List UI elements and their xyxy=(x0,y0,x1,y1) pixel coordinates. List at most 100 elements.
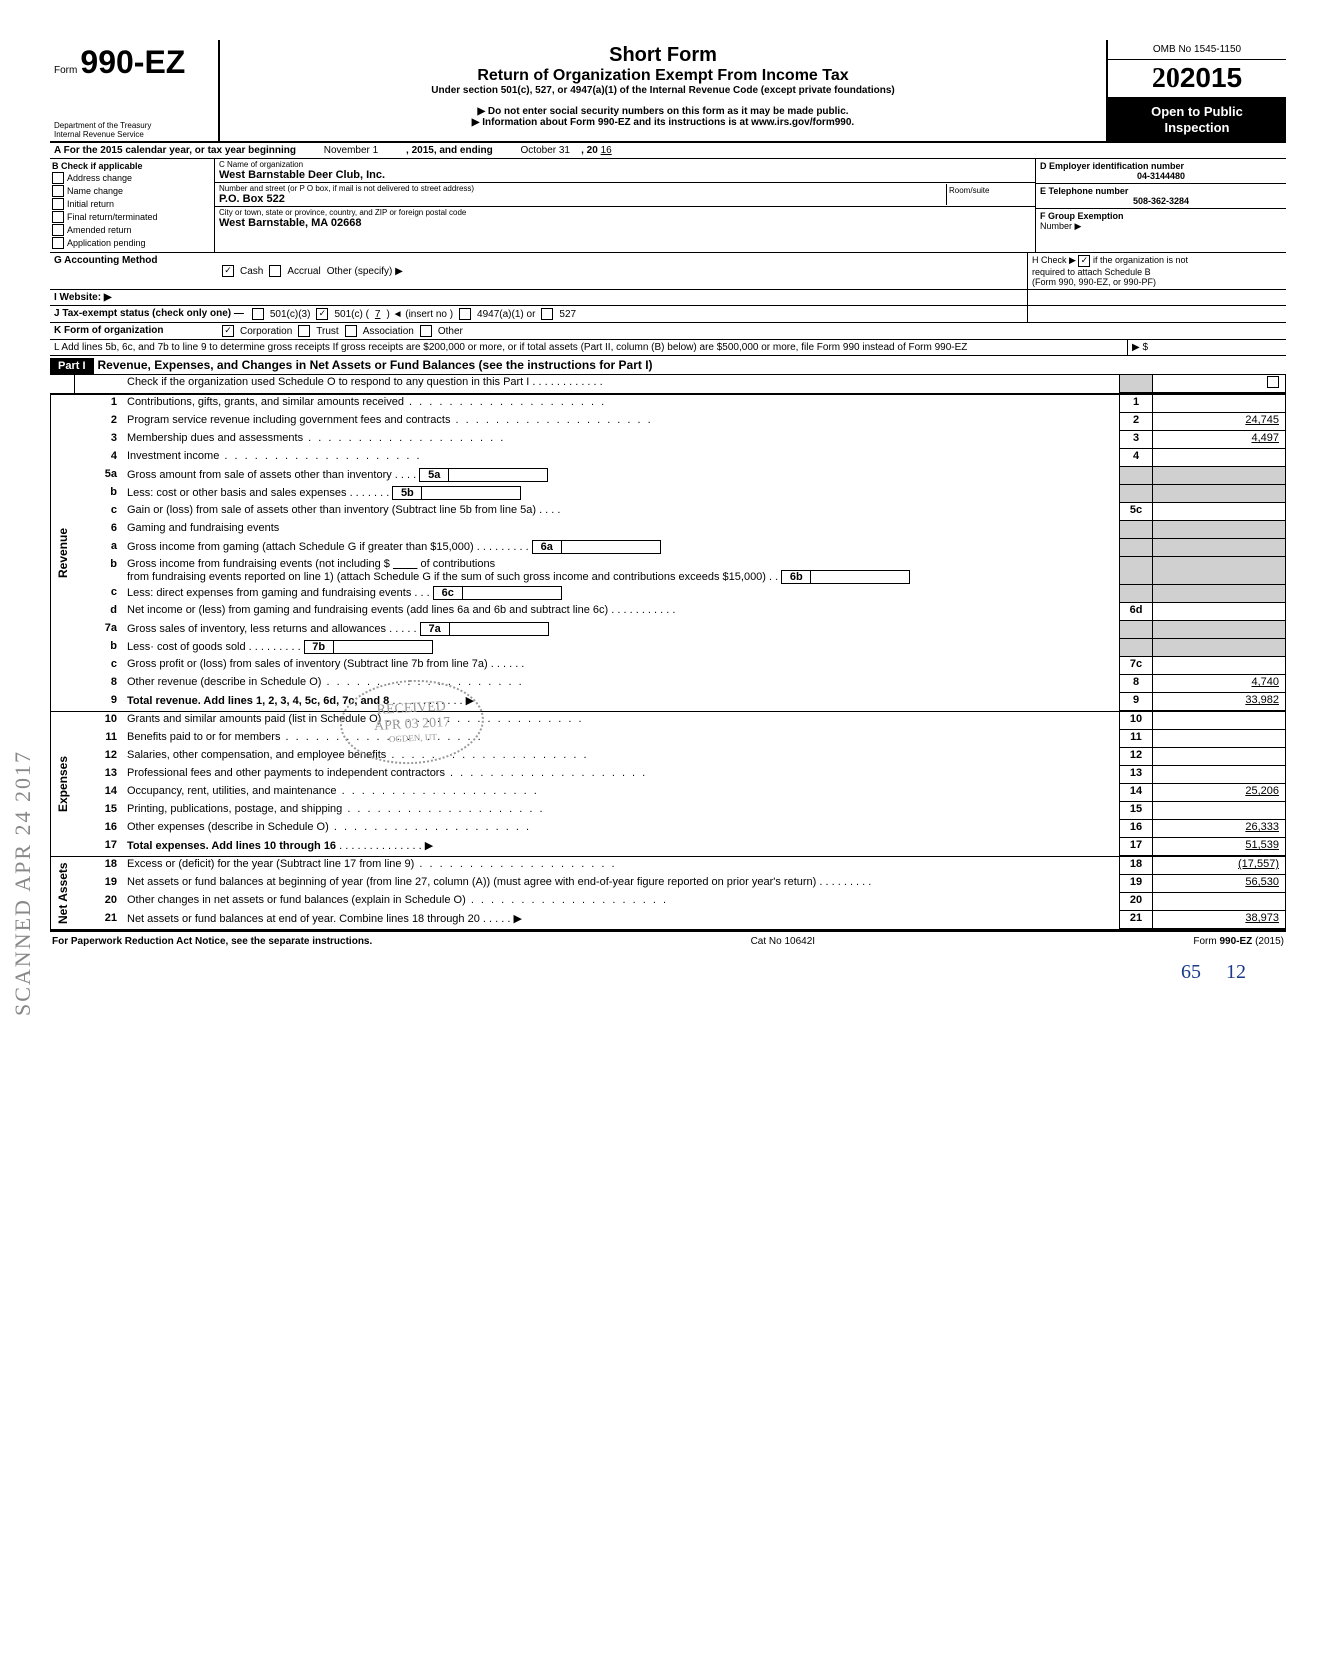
right-column-def: D Employer identification number 04-3144… xyxy=(1035,159,1286,252)
ln19-num: 19 xyxy=(75,875,125,893)
expenses-section: Expenses 10Grants and similar amounts pa… xyxy=(50,711,1286,856)
ln2-desc: Program service revenue including govern… xyxy=(125,413,1119,431)
title-info: ▶ Information about Form 990-EZ and its … xyxy=(228,117,1098,128)
ln6b-num: b xyxy=(75,557,125,585)
side-expenses: Expenses xyxy=(50,712,75,856)
ln18-amt: (17,557) xyxy=(1153,857,1286,875)
row-g-h: G Accounting Method ✓ Cash Accrual Other … xyxy=(50,253,1286,290)
ln3-desc: Membership dues and assessments xyxy=(125,431,1119,449)
ln6d-rn: 6d xyxy=(1119,603,1153,621)
ln10-amt xyxy=(1153,712,1286,730)
ln5b-desc: Less: cost or other basis and sales expe… xyxy=(125,485,1119,503)
checkbox-part1-scho[interactable] xyxy=(1267,376,1279,388)
line-a: A For the 2015 calendar year, or tax yea… xyxy=(50,143,1286,159)
line-a-yy: 16 xyxy=(601,145,612,156)
k-label: K Form of organization xyxy=(50,323,218,339)
ln10-rn: 10 xyxy=(1119,712,1153,730)
ln18-desc: Excess or (deficit) for the year (Subtra… xyxy=(125,857,1119,875)
checkbox-initial-return[interactable] xyxy=(52,198,64,210)
ln19-rn: 19 xyxy=(1119,875,1153,893)
checkbox-address-change[interactable] xyxy=(52,172,64,184)
footer-left: For Paperwork Reduction Act Notice, see … xyxy=(52,936,372,947)
ln4-desc: Investment income xyxy=(125,449,1119,467)
part1-title: Revenue, Expenses, and Changes in Net As… xyxy=(94,356,1286,374)
checkbox-final-return[interactable] xyxy=(52,211,64,223)
ln3-num: 3 xyxy=(75,431,125,449)
f-label: F Group Exemption xyxy=(1040,211,1124,221)
side-net-assets: Net Assets xyxy=(50,857,75,929)
g-other: Other (specify) ▶ xyxy=(327,266,403,277)
net-assets-section: Net Assets 18Excess or (deficit) for the… xyxy=(50,856,1286,930)
org-name: West Barnstable Deer Club, Inc. xyxy=(219,169,1031,181)
ln6d-num: d xyxy=(75,603,125,621)
title-under: Under section 501(c), 527, or 4947(a)(1)… xyxy=(228,85,1098,96)
ln5b-num: b xyxy=(75,485,125,503)
check-column-b: B Check if applicable Address change Nam… xyxy=(50,159,215,252)
ln17-rn: 17 xyxy=(1119,838,1153,856)
checkbox-other-org[interactable] xyxy=(420,325,432,337)
ln5a-num: 5a xyxy=(75,467,125,485)
k-content: ✓Corporation Trust Association Other xyxy=(218,323,1286,339)
h-text2: if the organization is not xyxy=(1093,255,1188,265)
g-label: G Accounting Method xyxy=(50,253,218,289)
ln6b-desc: Gross income from fundraising events (no… xyxy=(125,557,1119,585)
l-arrow: ▶ xyxy=(1132,342,1140,353)
org-addr-label: Number and street (or P O box, if mail i… xyxy=(219,184,946,193)
k-o3: Association xyxy=(363,326,414,337)
ln14-desc: Occupancy, rent, utilities, and maintena… xyxy=(125,784,1119,802)
title-short-form: Short Form xyxy=(228,44,1098,67)
title-warn: ▶ Do not enter social security numbers o… xyxy=(228,106,1098,117)
section-bcdef: B Check if applicable Address change Nam… xyxy=(50,159,1286,253)
checkbox-name-change[interactable] xyxy=(52,185,64,197)
h-text1: H Check ▶ xyxy=(1032,255,1076,265)
k-o4: Other xyxy=(438,326,463,337)
ln7c-rn: 7c xyxy=(1119,657,1153,675)
ln10-num: 10 xyxy=(75,712,125,730)
ln6-desc: Gaming and fundraising events xyxy=(125,521,1119,539)
checkbox-501c[interactable]: ✓ xyxy=(316,308,328,320)
checkbox-amended-return[interactable] xyxy=(52,224,64,236)
ln14-amt: 25,206 xyxy=(1153,784,1286,802)
checkbox-corporation[interactable]: ✓ xyxy=(222,325,234,337)
h-text3: required to attach Schedule B xyxy=(1032,267,1151,277)
check-label-5: Application pending xyxy=(67,238,146,248)
g-accrual: Accrual xyxy=(287,266,320,277)
check-label-0: Address change xyxy=(67,173,132,183)
checkbox-application-pending[interactable] xyxy=(52,237,64,249)
checkbox-cash[interactable]: ✓ xyxy=(222,265,234,277)
ln8-rn: 8 xyxy=(1119,675,1153,693)
j-o2: 501(c) ( xyxy=(334,309,368,320)
ln20-num: 20 xyxy=(75,893,125,911)
checkbox-accrual[interactable] xyxy=(269,265,281,277)
ln12-amt xyxy=(1153,748,1286,766)
title-subtitle: Return of Organization Exempt From Incom… xyxy=(228,67,1098,85)
ln11-amt xyxy=(1153,730,1286,748)
checkbox-h[interactable]: ✓ xyxy=(1078,255,1090,267)
checkbox-501c3[interactable] xyxy=(252,308,264,320)
ln6-num: 6 xyxy=(75,521,125,539)
ln9-rn: 9 xyxy=(1119,693,1153,711)
check-b-header: B Check if applicable xyxy=(52,161,143,171)
checkbox-4947[interactable] xyxy=(459,308,471,320)
ln7c-desc: Gross profit or (loss) from sales of inv… xyxy=(125,657,1119,675)
checkbox-trust[interactable] xyxy=(298,325,310,337)
ln1-num: 1 xyxy=(75,395,125,413)
ln21-num: 21 xyxy=(75,911,125,929)
line-a-end: October 31 xyxy=(521,145,570,156)
l-dollar: $ xyxy=(1142,342,1148,353)
checkbox-association[interactable] xyxy=(345,325,357,337)
footer-mid: Cat No 10642I xyxy=(751,936,816,947)
org-addr: P.O. Box 522 xyxy=(219,193,946,205)
ln4-num: 4 xyxy=(75,449,125,467)
g-cash: Cash xyxy=(240,266,263,277)
ln11-desc: Benefits paid to or for members xyxy=(125,730,1119,748)
ln15-desc: Printing, publications, postage, and shi… xyxy=(125,802,1119,820)
part1-check-text: Check if the organization used Schedule … xyxy=(125,375,1119,393)
dept-line1: Department of the Treasury xyxy=(54,121,214,130)
revenue-section: Revenue 1Contributions, gifts, grants, a… xyxy=(50,394,1286,711)
checkbox-527[interactable] xyxy=(541,308,553,320)
j-label: J Tax-exempt status (check only one) — xyxy=(54,308,244,319)
dept-line2: Internal Revenue Service xyxy=(54,130,214,139)
line-a-begin: November 1 xyxy=(324,145,378,156)
j-o3: 4947(a)(1) or xyxy=(477,309,535,320)
